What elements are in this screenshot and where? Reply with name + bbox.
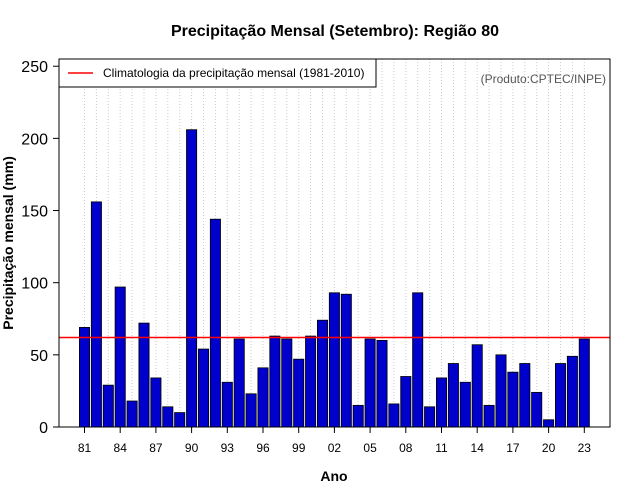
credit-label: (Produto:CPTEC/INPE) — [481, 72, 606, 86]
bar — [316, 319, 328, 428]
bar — [102, 384, 114, 428]
bar — [328, 292, 340, 428]
x-tick-label: 93 — [221, 441, 235, 455]
y-tick-label: 50 — [30, 348, 48, 365]
bar — [79, 327, 91, 428]
bar — [459, 381, 471, 428]
x-tick-label: 05 — [363, 441, 377, 455]
x-tick-label: 08 — [399, 441, 413, 455]
bar — [245, 393, 257, 428]
bar — [495, 354, 507, 428]
bar — [150, 377, 162, 428]
bar — [364, 338, 376, 428]
x-tick-label: 84 — [114, 441, 128, 455]
legend-box — [58, 58, 377, 88]
bar — [90, 201, 102, 428]
chart-title: Precipitação Mensal (Setembro): Região 8… — [171, 23, 499, 40]
legend-label: Climatologia da precipitação mensal (198… — [103, 66, 364, 80]
x-tick-label: 17 — [506, 441, 520, 455]
bar — [186, 129, 198, 428]
bar — [578, 338, 590, 428]
y-tick-label: 200 — [21, 131, 48, 148]
bars — [79, 129, 590, 428]
bar — [209, 218, 221, 428]
y-tick-label: 250 — [21, 59, 48, 76]
x-tick-label: 11 — [435, 441, 448, 455]
x-tick-label: 02 — [328, 441, 342, 455]
x-tick-label: 87 — [149, 441, 163, 455]
bar — [174, 412, 186, 428]
bar — [555, 363, 567, 428]
bar — [412, 292, 424, 428]
bar — [400, 376, 412, 428]
bar — [435, 377, 447, 428]
bar — [424, 406, 436, 428]
bar — [114, 286, 126, 428]
x-tick-label: 14 — [471, 441, 485, 455]
bar — [257, 367, 269, 428]
x-tick-label: 81 — [78, 441, 92, 455]
bar — [126, 400, 138, 428]
x-tick-label: 90 — [185, 441, 199, 455]
bar — [352, 404, 364, 428]
bar — [233, 338, 245, 428]
bar — [519, 363, 531, 428]
x-tick-label: 20 — [542, 441, 556, 455]
y-axis: 0 50 100 150 200 250 — [21, 59, 59, 437]
bar — [566, 355, 578, 428]
bar — [138, 322, 150, 428]
bar — [531, 391, 543, 428]
y-tick-label: 100 — [21, 276, 48, 293]
bar — [471, 344, 483, 428]
y-axis-title: Precipitação mensal (mm) — [0, 156, 16, 330]
y-tick-label: 150 — [21, 204, 48, 221]
y-tick-label: 0 — [39, 420, 48, 437]
bar — [483, 404, 495, 428]
bar — [447, 363, 459, 428]
x-tick-label: 99 — [292, 441, 306, 455]
x-axis: 81 84 87 90 93 96 99 02 05 08 11 14 17 20 23 — [78, 427, 591, 455]
bar — [388, 403, 400, 428]
bar — [305, 335, 317, 428]
bar — [543, 419, 555, 428]
bar — [197, 348, 209, 428]
x-tick-label: 23 — [578, 441, 592, 455]
x-tick-label: 96 — [256, 441, 270, 455]
bar — [376, 340, 388, 428]
x-axis-title: Ano — [320, 468, 347, 484]
bar — [221, 381, 233, 428]
bar — [281, 338, 293, 428]
bar — [162, 406, 174, 428]
bar — [293, 358, 305, 428]
bar — [507, 371, 519, 428]
legend: Climatologia da precipitação mensal (198… — [58, 58, 377, 88]
bar — [269, 335, 281, 428]
bar — [340, 293, 352, 428]
